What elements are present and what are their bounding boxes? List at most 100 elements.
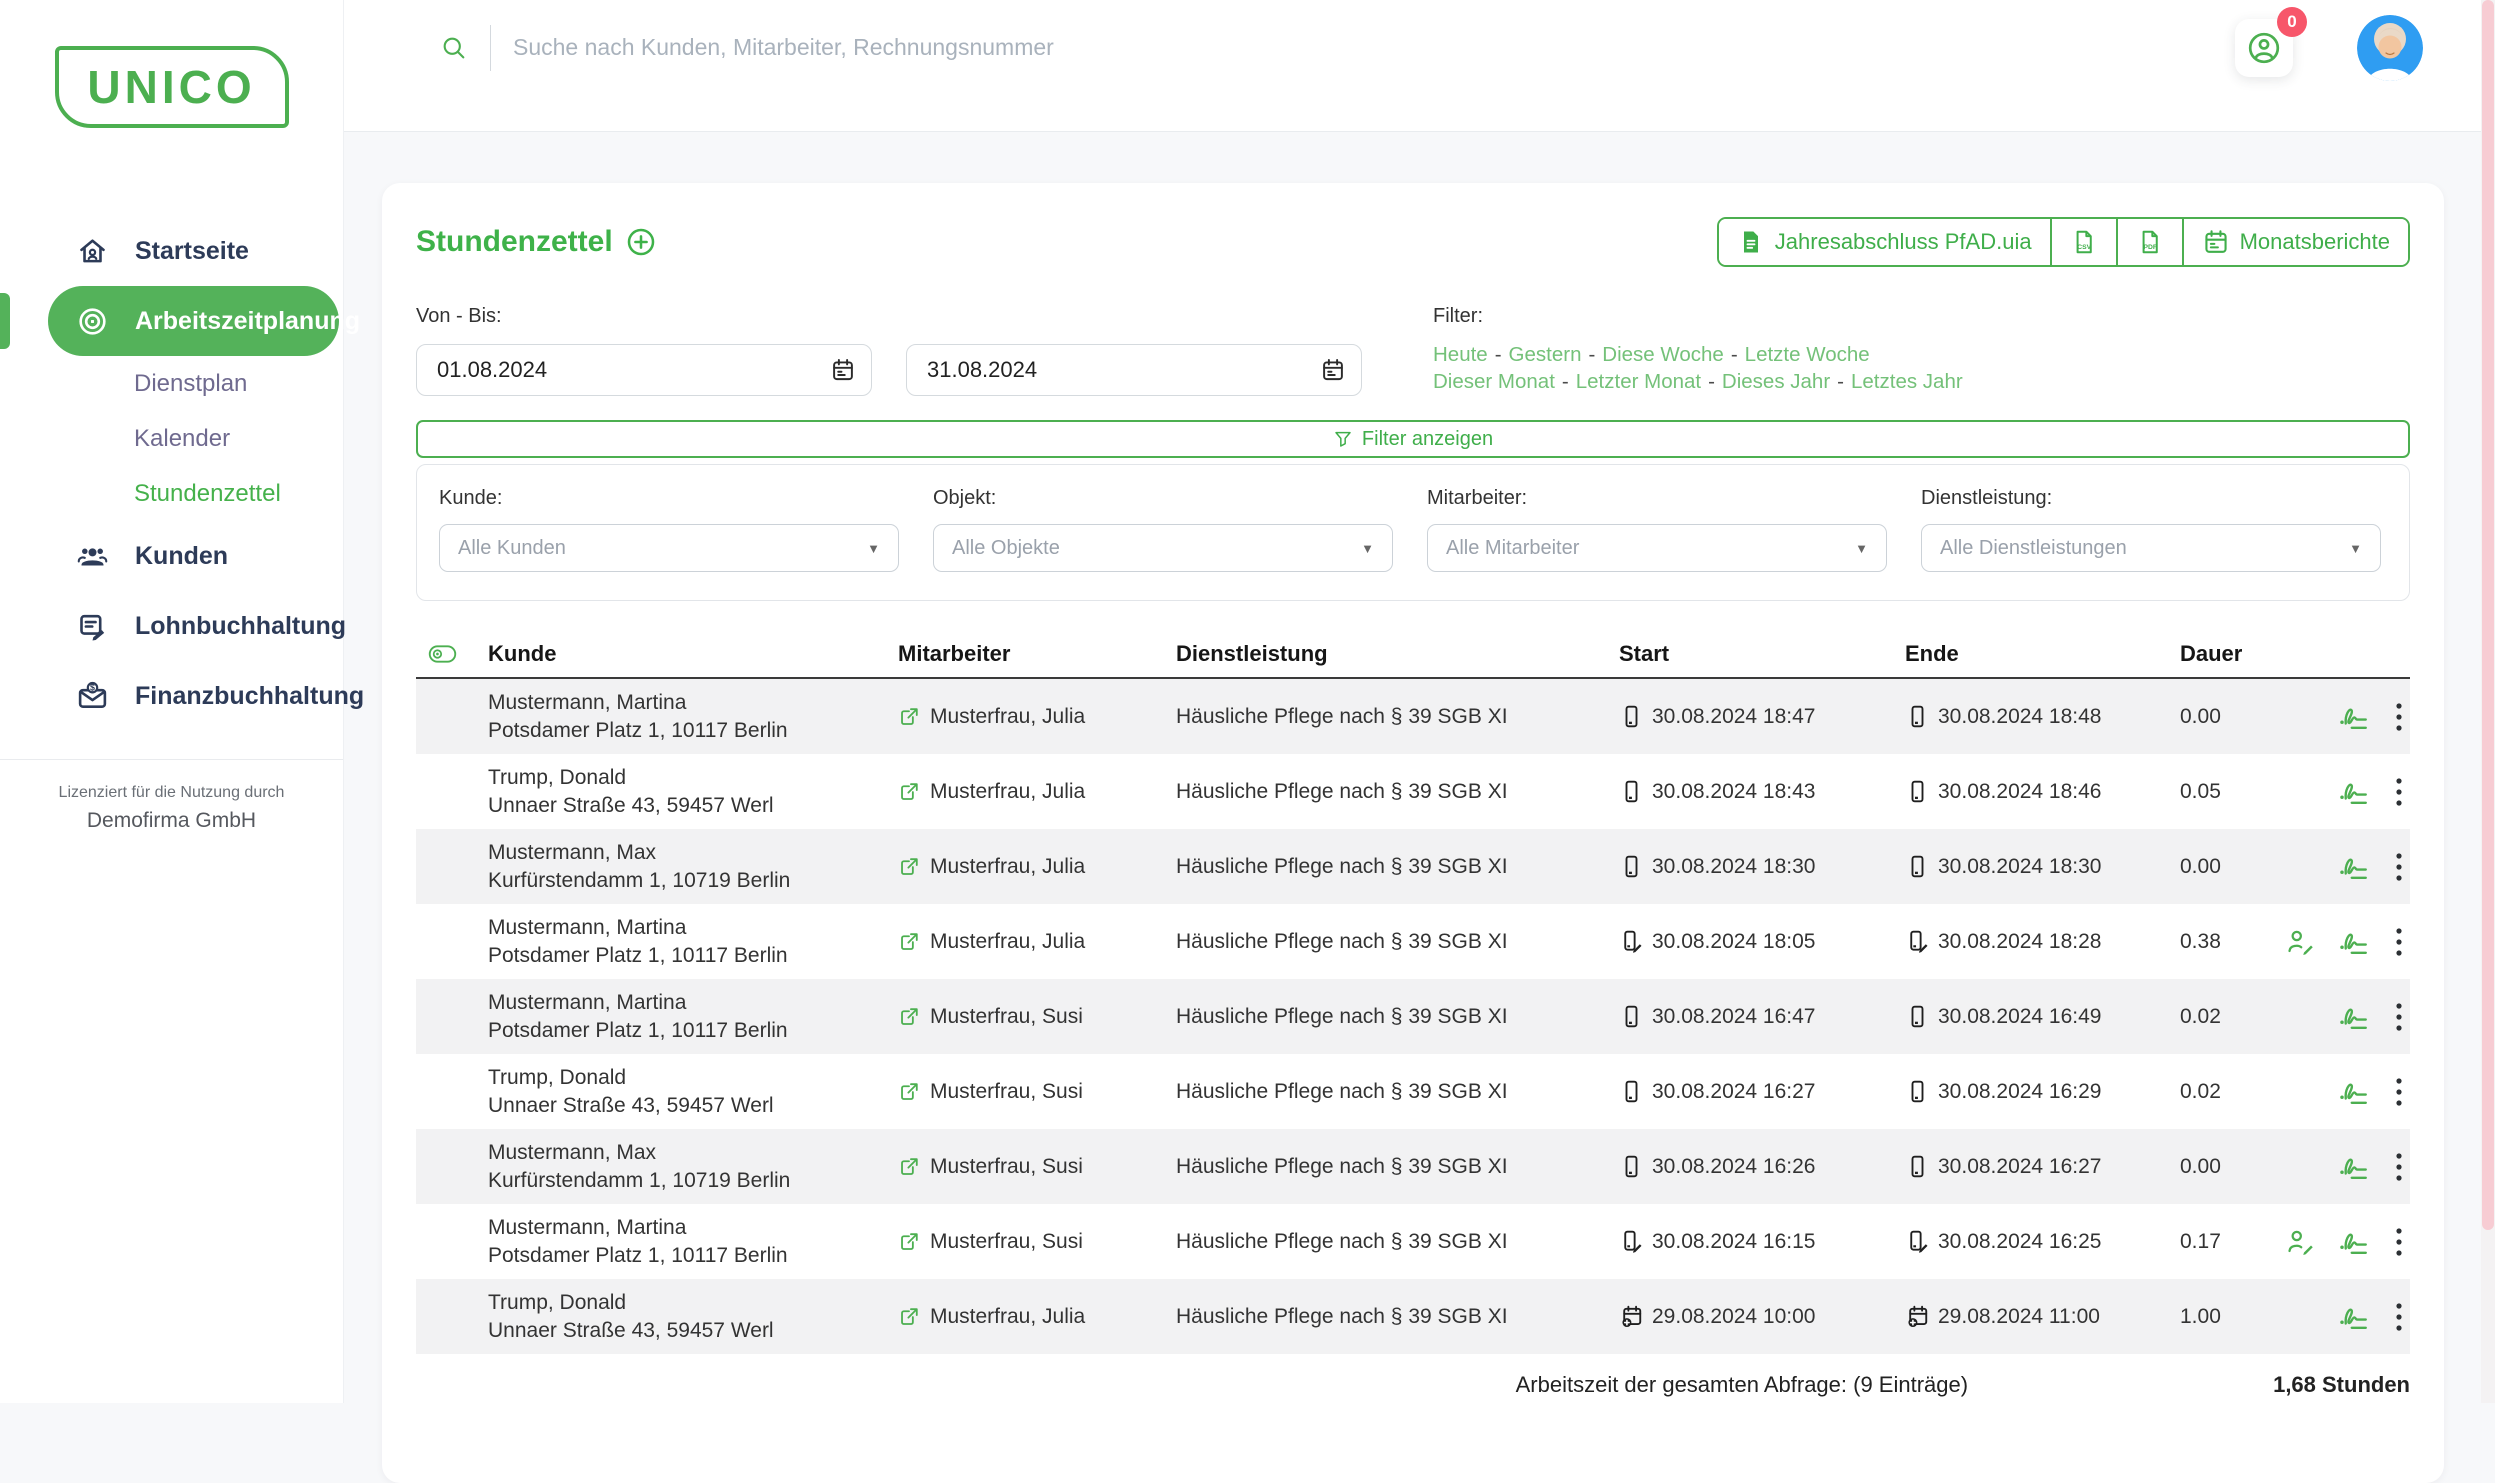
actions-cell — [2280, 927, 2410, 957]
sidebar-item-lohnbuchhaltung[interactable]: Lohnbuchhaltung — [0, 591, 343, 661]
external-link-icon[interactable] — [898, 705, 921, 728]
mitarbeiter-cell: Musterfrau, Susi — [898, 1230, 1176, 1254]
kebab-menu-icon[interactable] — [2394, 852, 2404, 882]
sidebar-subitem-stundenzettel[interactable]: Stundenzettel — [0, 466, 343, 521]
mobile-icon — [1619, 1079, 1644, 1104]
signature-icon[interactable] — [2338, 927, 2372, 957]
user-edit-icon[interactable] — [2286, 1227, 2316, 1257]
export-pdf-button[interactable] — [2116, 219, 2182, 265]
dienstleistung-cell: Häusliche Pflege nach § 39 SGB XI — [1176, 855, 1619, 879]
scrollbar-thumb[interactable] — [2482, 0, 2494, 1230]
table-row: Mustermann, Max Kurfürstendamm 1, 10719 … — [416, 1129, 2410, 1204]
start-value: 29.08.2024 10:00 — [1652, 1305, 1816, 1329]
mobile-icon — [1619, 779, 1644, 804]
kebab-menu-icon[interactable] — [2394, 1077, 2404, 1107]
notifications-button[interactable]: 0 — [2235, 19, 2293, 77]
kebab-menu-icon[interactable] — [2394, 927, 2404, 957]
kebab-menu-icon[interactable] — [2394, 1227, 2404, 1257]
mitarbeiter-name: Musterfrau, Susi — [930, 1005, 1083, 1029]
sidebar-item-startseite[interactable]: Startseite — [0, 216, 343, 286]
external-link-icon[interactable] — [898, 855, 921, 878]
objekt-select[interactable]: Alle Objekte ▼ — [933, 524, 1393, 572]
quick-filter-gestern[interactable]: Gestern — [1509, 343, 1582, 366]
quick-filter-heute[interactable]: Heute — [1433, 343, 1488, 366]
external-link-icon[interactable] — [898, 1230, 921, 1253]
monatsberichte-button[interactable]: Monatsberichte — [2182, 219, 2408, 265]
calendar-icon[interactable] — [830, 357, 856, 383]
sidebar-item-arbeitszeitplanung[interactable]: Arbeitszeitplanung — [48, 286, 339, 356]
chevron-down-icon: ▼ — [2349, 541, 2362, 556]
signature-icon[interactable] — [2338, 852, 2372, 882]
external-link-icon[interactable] — [898, 930, 921, 953]
external-link-icon[interactable] — [898, 1080, 921, 1103]
mitarbeiter-select-value: Alle Mitarbeiter — [1446, 537, 1579, 560]
start-value: 30.08.2024 18:47 — [1652, 705, 1816, 729]
signature-icon[interactable] — [2338, 1227, 2372, 1257]
quick-filter-letzte-woche[interactable]: Letzte Woche — [1745, 343, 1870, 366]
export-csv-button[interactable] — [2050, 219, 2116, 265]
add-entry-icon[interactable] — [625, 226, 657, 258]
external-link-icon[interactable] — [898, 1305, 921, 1328]
dienstleistung-select[interactable]: Alle Dienstleistungen ▼ — [1921, 524, 2381, 572]
mitarbeiter-cell: Musterfrau, Susi — [898, 1005, 1176, 1029]
calendar-icon[interactable] — [1320, 357, 1346, 383]
quick-filter-dieses-jahr[interactable]: Dieses Jahr — [1722, 370, 1830, 393]
quick-filter-block: Filter: Heute-Gestern-Diese Woche-Letzte… — [1433, 305, 1963, 396]
mobile-edited-icon — [1619, 1229, 1644, 1254]
topbar-right: 0 — [2235, 15, 2423, 81]
sidebar-item-finanzbuchhaltung[interactable]: Finanzbuchhaltung — [0, 661, 343, 731]
kebab-menu-icon[interactable] — [2394, 777, 2404, 807]
signature-icon[interactable] — [2338, 1077, 2372, 1107]
quick-filter-dieser-monat[interactable]: Dieser Monat — [1433, 370, 1555, 393]
people-icon — [76, 540, 109, 573]
kunde-cell: Trump, Donald Unnaer Straße 43, 59457 We… — [488, 764, 898, 820]
kebab-menu-icon[interactable] — [2394, 1302, 2404, 1332]
signature-icon[interactable] — [2338, 1002, 2372, 1032]
quick-filter-letzter-monat[interactable]: Letzter Monat — [1576, 370, 1701, 393]
kunde-select[interactable]: Alle Kunden ▼ — [439, 524, 899, 572]
sidebar-subitem-dienstplan[interactable]: Dienstplan — [0, 356, 343, 411]
actions-cell — [2280, 1302, 2410, 1332]
notification-badge: 0 — [2277, 7, 2307, 37]
external-link-icon[interactable] — [898, 780, 921, 803]
quick-filter-separator: - — [1731, 343, 1738, 366]
mitarbeiter-select[interactable]: Alle Mitarbeiter ▼ — [1427, 524, 1887, 572]
date-from-input[interactable] — [416, 344, 872, 396]
kunde-address: Potsdamer Platz 1, 10117 Berlin — [488, 942, 898, 970]
file-pdf-icon — [2136, 228, 2164, 256]
topbar: 0 — [344, 0, 2495, 132]
quick-filter-letztes-jahr[interactable]: Letztes Jahr — [1851, 370, 1963, 393]
sidebar-subitem-kalender[interactable]: Kalender — [0, 411, 343, 466]
jahresabschluss-label: Jahresabschluss PfAD.uia — [1775, 229, 2032, 255]
home-icon — [76, 235, 109, 268]
kebab-menu-icon[interactable] — [2394, 1002, 2404, 1032]
signature-icon[interactable] — [2338, 777, 2372, 807]
report-file-icon — [1737, 228, 1765, 256]
filter-kunde: Kunde: Alle Kunden ▼ — [439, 487, 899, 572]
signature-icon[interactable] — [2338, 1152, 2372, 1182]
signature-icon[interactable] — [2338, 1302, 2372, 1332]
avatar-illustration — [2357, 15, 2423, 81]
user-avatar[interactable] — [2357, 15, 2423, 81]
external-link-icon[interactable] — [898, 1005, 921, 1028]
toggle-icon[interactable] — [427, 643, 458, 665]
kunde-name: Trump, Donald — [488, 1064, 898, 1092]
timesheet-table: Kunde Mitarbeiter Dienstleistung Start E… — [416, 631, 2410, 1354]
signature-icon[interactable] — [2338, 702, 2372, 732]
date-to-input[interactable] — [906, 344, 1362, 396]
external-link-icon[interactable] — [898, 1155, 921, 1178]
search-icon[interactable] — [440, 34, 468, 62]
kebab-menu-icon[interactable] — [2394, 702, 2404, 732]
quick-filter-diese-woche[interactable]: Diese Woche — [1602, 343, 1724, 366]
search-input[interactable] — [513, 34, 1613, 61]
kebab-menu-icon[interactable] — [2394, 1152, 2404, 1182]
filter-anzeigen-bar[interactable]: Filter anzeigen — [416, 420, 2410, 458]
user-edit-icon[interactable] — [2286, 927, 2316, 957]
start-value: 30.08.2024 16:27 — [1652, 1080, 1816, 1104]
jahresabschluss-button[interactable]: Jahresabschluss PfAD.uia — [1719, 219, 2050, 265]
dienstleistung-cell: Häusliche Pflege nach § 39 SGB XI — [1176, 1305, 1619, 1329]
sidebar-item-kunden[interactable]: Kunden — [0, 521, 343, 591]
scrollbar-track[interactable] — [2481, 0, 2495, 1403]
start-cell: 30.08.2024 18:47 — [1619, 704, 1905, 729]
date-from-box — [416, 344, 872, 396]
